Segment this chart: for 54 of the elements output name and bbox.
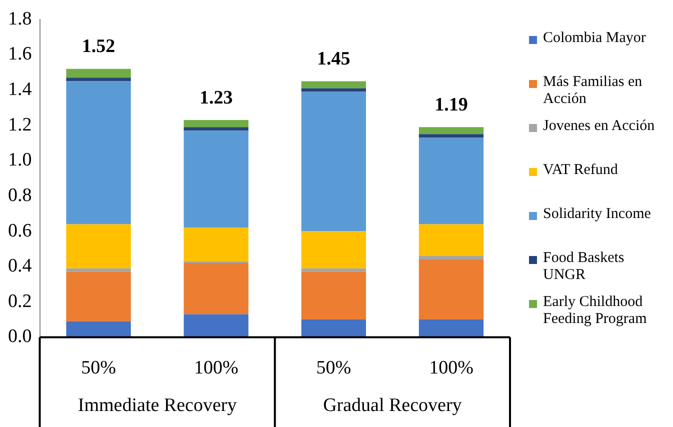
- text: Gradual Recovery: [323, 395, 462, 416]
- bar: [184, 130, 248, 228]
- legend-label: Early Childhood Feeding Program: [543, 294, 648, 328]
- bar: [184, 120, 248, 128]
- bar: [66, 224, 131, 268]
- bar: [66, 268, 131, 272]
- y-tick-label: 1.6: [8, 44, 32, 65]
- y-tick-label: 1.2: [8, 114, 32, 136]
- y-tick-label: 0.4: [8, 256, 32, 277]
- bar: [418, 260, 484, 320]
- bar: [418, 138, 484, 224]
- total-label: 1.45: [317, 48, 350, 70]
- y-tick-label: 1.8: [8, 8, 32, 30]
- bar: [418, 224, 484, 256]
- bar: [418, 320, 484, 338]
- bar: [418, 256, 484, 260]
- bar: [184, 127, 248, 131]
- bar: [301, 92, 366, 232]
- y-tick-label: 0.8: [8, 184, 32, 206]
- bar: [66, 272, 131, 322]
- total-label: 1.23: [199, 87, 233, 108]
- legend-label: Colombia Mayor: [543, 30, 646, 47]
- bar: [301, 320, 366, 338]
- total-label: 1.52: [82, 36, 116, 58]
- x-tick-label: 50%: [81, 358, 116, 379]
- total-label: 1.19: [434, 94, 468, 116]
- bar: [184, 314, 248, 338]
- bar: [301, 268, 366, 272]
- bar: [301, 231, 366, 268]
- y-tick-label: 1.0: [8, 150, 32, 171]
- x-tick-label: 100%: [194, 358, 238, 379]
- bar: [66, 78, 131, 82]
- legend-label: Más Familias en Acción: [543, 74, 644, 108]
- x-tick-label: 100%: [429, 358, 474, 379]
- x-tick-label: 50%: [316, 358, 352, 379]
- bar: [301, 81, 366, 88]
- y-tick-label: 0.6: [8, 220, 32, 242]
- bar: [418, 134, 484, 138]
- bar: [418, 127, 484, 134]
- y-tick-label: 0.2: [8, 290, 32, 312]
- bar: [66, 68, 131, 78]
- bar: [184, 228, 248, 262]
- y-tick-label: 1.4: [8, 79, 32, 100]
- legend-label: Food Baskets UNGR: [543, 250, 626, 284]
- bar: [301, 272, 366, 320]
- legend-label: VAT Refund: [543, 162, 618, 179]
- text: Immediate Recovery: [78, 395, 238, 416]
- bar: [66, 321, 131, 338]
- bar: [301, 88, 366, 92]
- legend-label: Solidarity Income: [543, 206, 651, 223]
- y-tick-label: 0.0: [8, 326, 32, 348]
- bar: [66, 81, 131, 224]
- bar: [184, 263, 248, 314]
- legend-label: Jovenes en Acción: [543, 118, 655, 135]
